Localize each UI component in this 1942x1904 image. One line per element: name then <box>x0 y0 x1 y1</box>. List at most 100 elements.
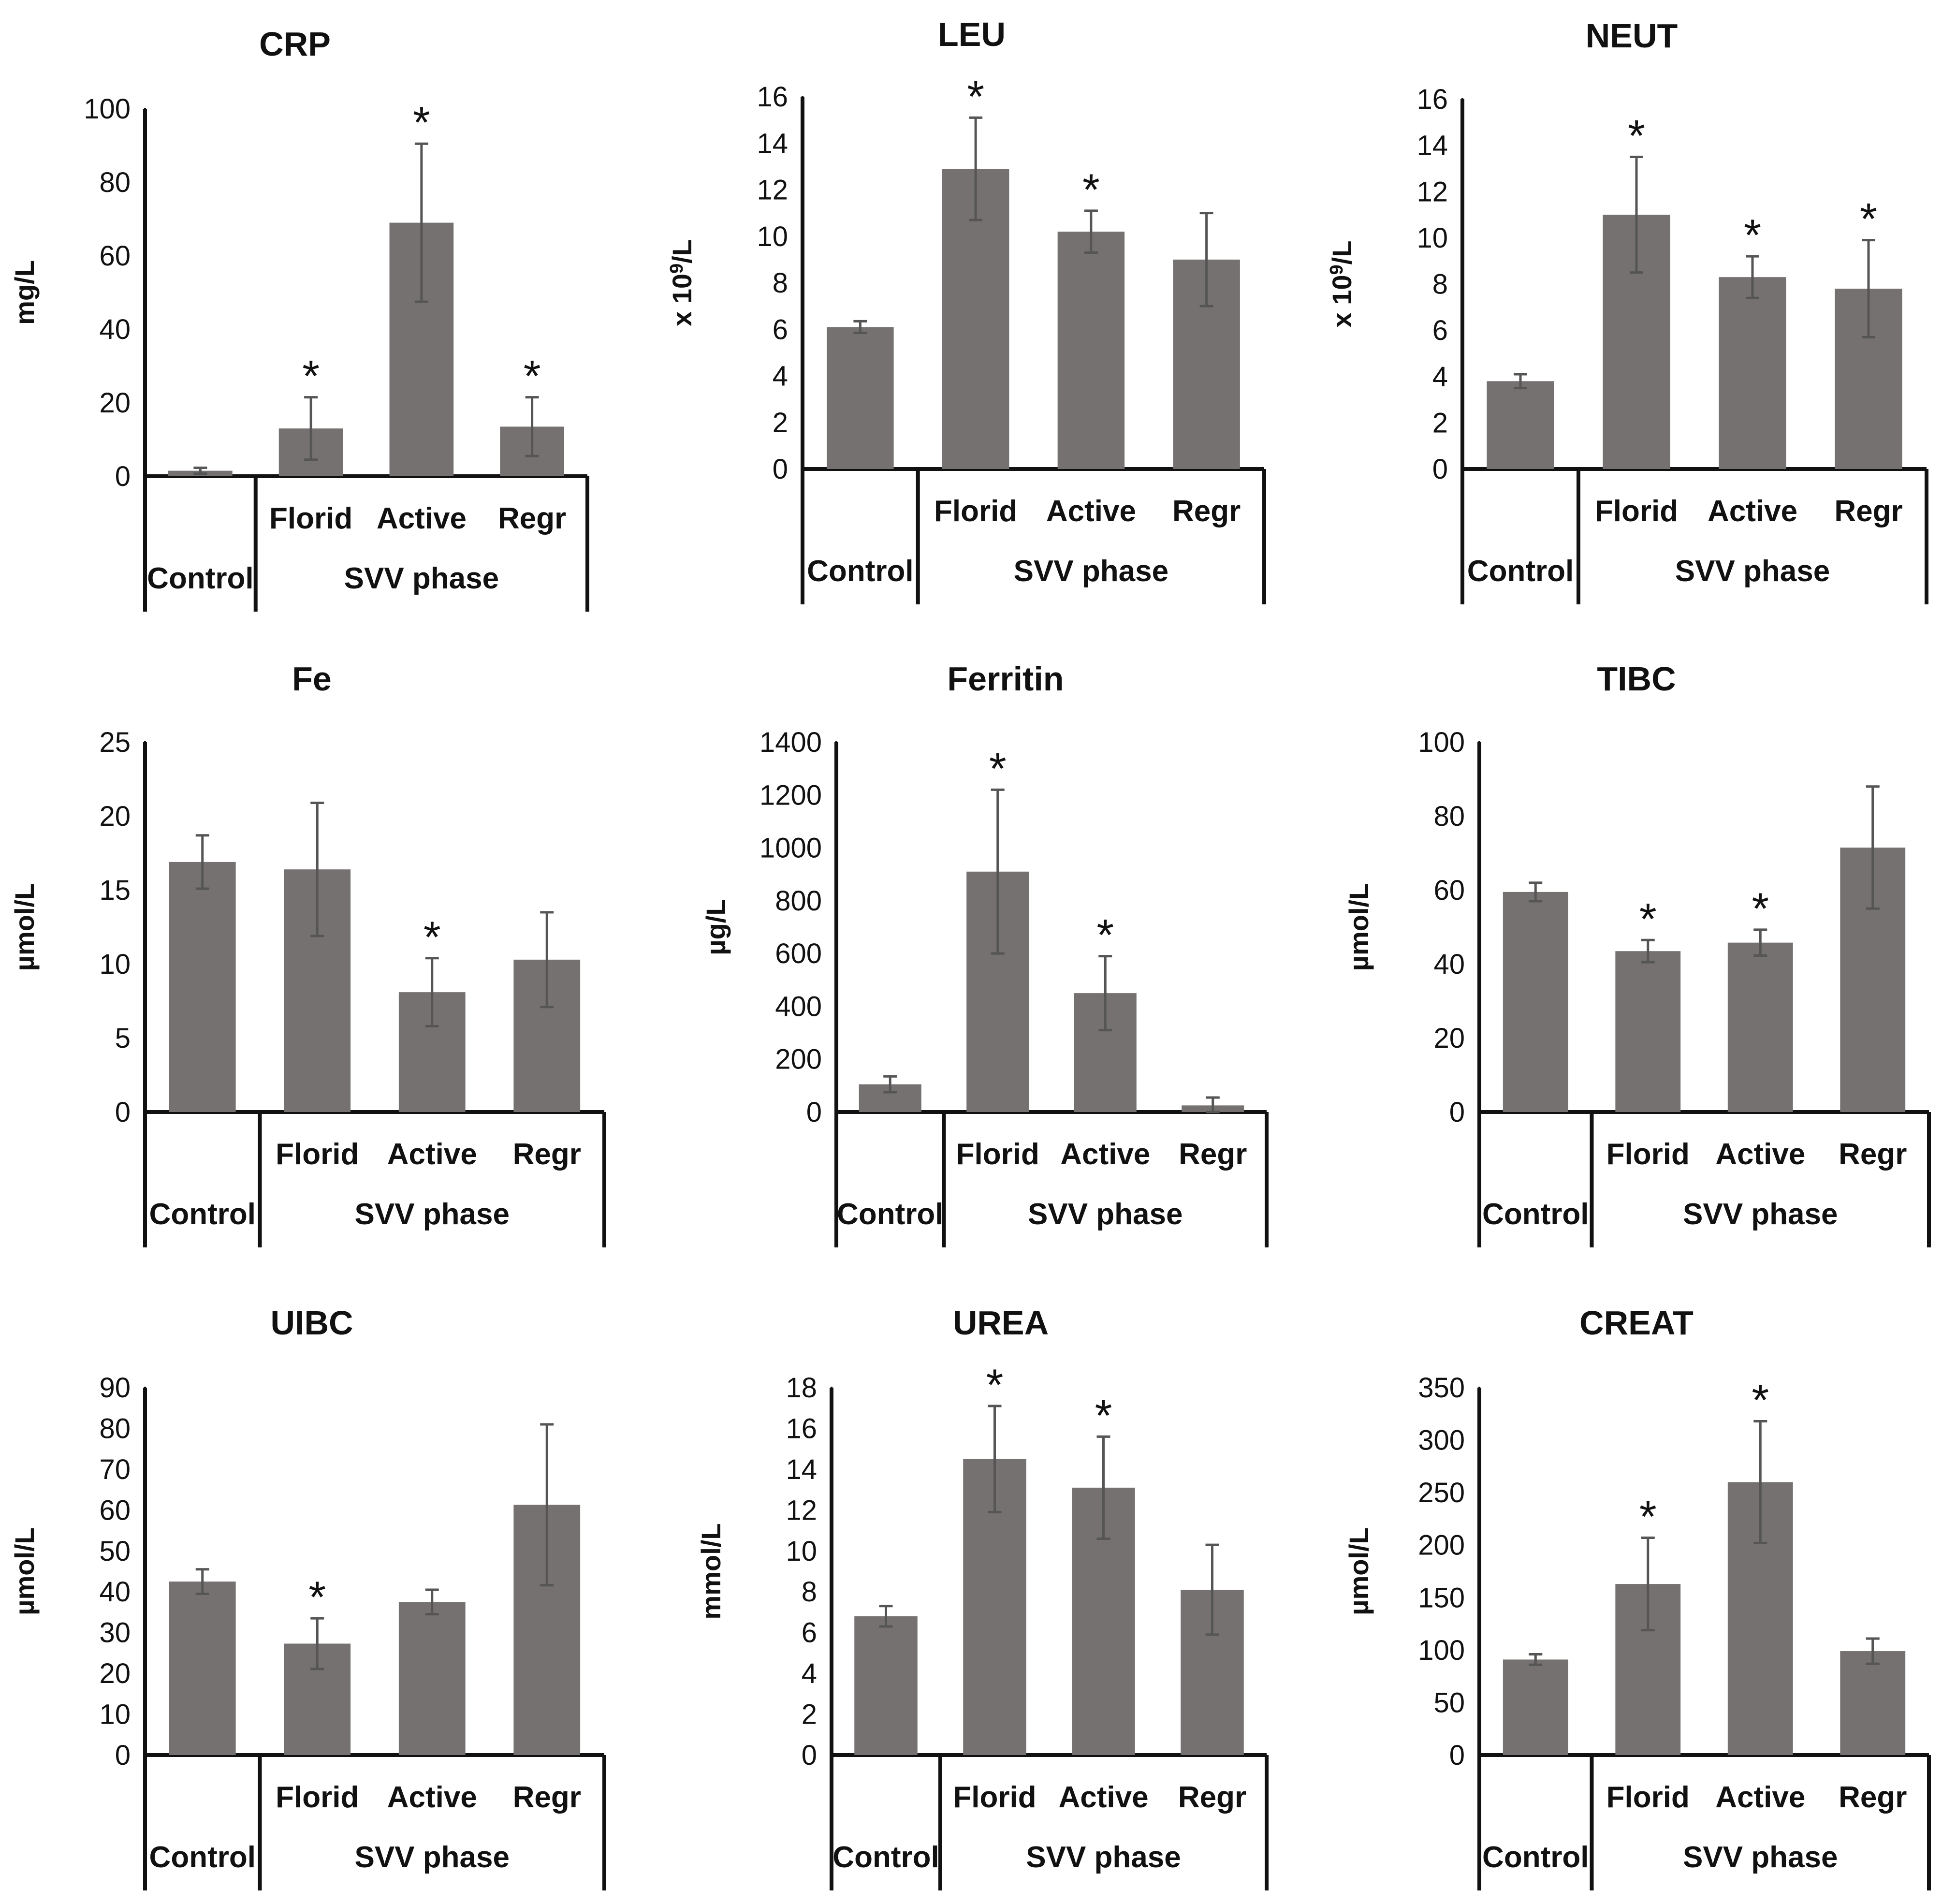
category-label-regr: Regr <box>513 1138 581 1171</box>
panel-crp: CRP 0 20 40 60 80 100 mg/L Control * Florid * Active… <box>9 25 589 612</box>
chart-title: Fe <box>292 660 332 698</box>
significance-star: * <box>1744 211 1761 260</box>
significance-star: * <box>1639 894 1657 944</box>
panel-uibc: UIBC 0 10 20 30 40 50 60 70 80 90 µmol/L Control * Flo… <box>9 1304 606 1890</box>
chart-title: UREA <box>953 1304 1049 1342</box>
category-label-regr: Regr <box>1839 1138 1907 1171</box>
category-label-control: Control <box>1482 1198 1589 1231</box>
panel-fe: Fe 0 5 10 15 20 25 µmol/L Control Florid * Active Re… <box>9 660 606 1247</box>
significance-star: * <box>1096 911 1114 960</box>
category-label-control: Control <box>807 555 913 588</box>
y-tick-label: 250 <box>1418 1477 1465 1509</box>
y-tick-label: 16 <box>757 81 788 113</box>
y-axis-label: x 109/L <box>667 239 697 326</box>
bar-control <box>854 1616 918 1755</box>
y-axis-label: µmol/L <box>9 1527 40 1615</box>
y-tick-label: 4 <box>802 1658 817 1689</box>
y-tick-label: 400 <box>775 991 822 1022</box>
bar-active <box>1057 232 1125 469</box>
significance-star: * <box>986 1361 1004 1410</box>
category-label-control: Control <box>147 562 253 595</box>
y-axis-label: µg/L <box>701 899 731 955</box>
panel-creat: CREAT 0 50 100 150 200 250 300 350 µmol/L Control *… <box>1343 1304 1931 1890</box>
y-tick-label: 800 <box>775 885 822 917</box>
panel-ferritin: Ferritin 0 200 400 600 800 1000 1200 1400 µg/L Con… <box>701 660 1269 1247</box>
category-label-active: Active <box>377 502 467 535</box>
bar-active <box>1719 277 1786 469</box>
significance-star: * <box>1752 884 1769 934</box>
bar-regr <box>1840 1651 1906 1755</box>
y-tick-label: 100 <box>1418 1635 1465 1666</box>
y-tick-label: 0 <box>773 454 788 485</box>
category-label-regr: Regr <box>1178 1781 1246 1814</box>
y-tick-label: 5 <box>115 1023 131 1054</box>
significance-star: * <box>1860 195 1877 244</box>
bar-control <box>1503 1659 1568 1755</box>
category-label-control: Control <box>837 1198 943 1231</box>
category-label-florid: Florid <box>276 1781 359 1814</box>
category-label-regr: Regr <box>513 1781 581 1814</box>
category-label-control: Control <box>149 1841 256 1874</box>
y-tick-label: 100 <box>1418 727 1465 758</box>
y-tick-label: 60 <box>99 240 131 272</box>
category-label-florid: Florid <box>1606 1138 1690 1171</box>
category-label-active: Active <box>1046 495 1136 528</box>
chart-title: CREAT <box>1579 1304 1694 1342</box>
y-tick-label: 4 <box>773 361 788 392</box>
category-label-active: Active <box>387 1138 477 1171</box>
significance-star: * <box>967 72 984 121</box>
bar-active <box>398 1602 466 1755</box>
significance-star: * <box>1095 1391 1112 1440</box>
y-tick-label: 0 <box>115 461 131 492</box>
y-tick-label: 10 <box>99 1699 131 1730</box>
bar-control <box>1503 892 1568 1112</box>
y-tick-label: 0 <box>115 1740 131 1771</box>
y-tick-label: 25 <box>99 727 131 758</box>
significance-star: * <box>1752 1376 1769 1425</box>
significance-star: * <box>308 1573 326 1622</box>
category-label-florid: Florid <box>934 495 1017 528</box>
y-tick-label: 14 <box>1416 130 1448 161</box>
y-tick-label: 6 <box>1432 315 1448 346</box>
group-label-svv-phase: SVV phase <box>1683 1198 1838 1231</box>
category-label-active: Active <box>1708 495 1797 528</box>
y-tick-label: 2 <box>1432 407 1448 439</box>
group-label-svv-phase: SVV phase <box>1675 555 1830 588</box>
category-label-regr: Regr <box>1834 495 1902 528</box>
y-tick-label: 0 <box>802 1740 817 1771</box>
y-tick-label: 40 <box>1433 949 1465 980</box>
y-tick-label: 2 <box>802 1699 817 1730</box>
y-tick-label: 0 <box>1432 454 1448 485</box>
y-tick-label: 20 <box>99 387 131 419</box>
bar-control <box>827 327 894 469</box>
chart-title: TIBC <box>1597 660 1676 698</box>
y-tick-label: 0 <box>1449 1740 1465 1771</box>
y-tick-label: 10 <box>1416 222 1448 254</box>
panel-tibc: TIBC 0 20 40 60 80 100 µmol/L Control * Florid * Act… <box>1343 660 1931 1247</box>
y-tick-label: 4 <box>1432 361 1448 393</box>
y-tick-label: 12 <box>1416 176 1448 207</box>
panel-neut: NEUT 0 2 4 6 8 10 12 14 16 x 109/L Control * Florid * A… <box>1327 17 1928 604</box>
y-tick-label: 16 <box>1416 84 1448 115</box>
category-label-active: Active <box>1715 1781 1805 1814</box>
significance-star: * <box>1639 1493 1657 1542</box>
y-tick-label: 150 <box>1418 1582 1465 1613</box>
category-label-active: Active <box>1715 1138 1805 1171</box>
y-tick-label: 50 <box>99 1536 131 1567</box>
y-tick-label: 60 <box>99 1494 131 1526</box>
group-label-svv-phase: SVV phase <box>1028 1198 1183 1231</box>
y-tick-label: 8 <box>802 1576 817 1608</box>
y-tick-label: 18 <box>786 1372 817 1404</box>
y-tick-label: 14 <box>786 1454 817 1485</box>
y-tick-label: 12 <box>757 175 788 206</box>
category-label-active: Active <box>387 1781 477 1814</box>
y-axis-label: µmol/L <box>1343 1527 1374 1615</box>
group-label-svv-phase: SVV phase <box>1014 555 1168 588</box>
y-tick-label: 15 <box>99 875 131 906</box>
significance-star: * <box>1082 165 1100 215</box>
chart-title: Ferritin <box>947 660 1064 698</box>
category-label-regr: Regr <box>1839 1781 1907 1814</box>
y-tick-label: 80 <box>99 167 131 198</box>
significance-star: * <box>1628 112 1645 161</box>
category-label-control: Control <box>832 1841 939 1874</box>
